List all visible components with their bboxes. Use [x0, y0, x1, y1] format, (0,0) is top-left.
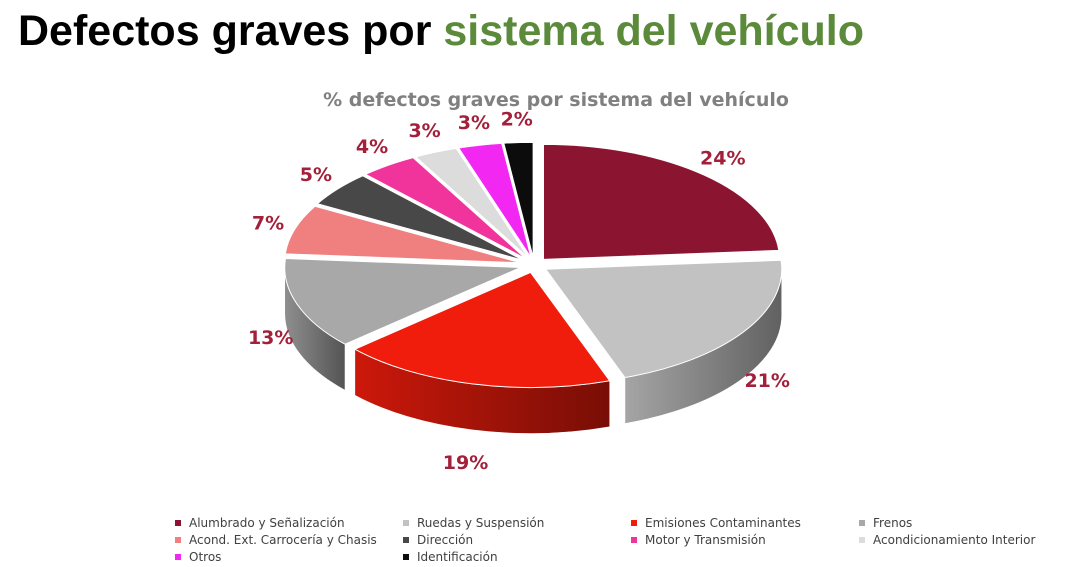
legend-item: Ruedas y Suspensión — [403, 514, 631, 531]
pie-slice-3 — [353, 271, 611, 388]
legend-swatch — [403, 553, 409, 560]
pie-slices — [284, 141, 783, 434]
data-label-6: 5% — [300, 164, 332, 186]
legend-item: Motor y Transmisión — [631, 531, 859, 548]
legend-swatch — [631, 536, 637, 543]
legend-swatch — [859, 536, 865, 543]
legend-swatch — [403, 519, 409, 526]
legend-label: Frenos — [873, 515, 913, 530]
data-label-1: 24% — [700, 147, 745, 169]
pie-slice-7 — [364, 157, 527, 260]
legend-item: Identificación — [403, 548, 631, 565]
pie-data-labels: 24% 21% 19% 13% 7% 5% 4% 3% 3% 2% — [248, 109, 790, 474]
legend-item: Alumbrado y Señalización — [175, 514, 403, 531]
pie-slice-10 — [503, 141, 534, 258]
legend-item: Otros — [175, 548, 403, 565]
pie-slice-8 — [414, 147, 529, 259]
legend-label: Identificación — [417, 549, 498, 564]
legend-swatch — [175, 553, 181, 560]
legend-label: Alumbrado y Señalización — [189, 515, 345, 530]
pie-slice-9 — [457, 142, 532, 258]
pie-slice-4 — [284, 258, 521, 345]
legend-item: Acondicionamiento Interior — [859, 531, 1055, 548]
pie-slice-6 — [316, 175, 524, 261]
data-label-5: 7% — [252, 212, 284, 234]
slide-title: Defectos graves por sistema del vehículo — [18, 2, 864, 60]
legend-label: Acondicionamiento Interior — [873, 532, 1036, 547]
pie-slice-2 — [544, 259, 783, 379]
data-label-2: 21% — [744, 370, 789, 392]
legend-swatch — [175, 519, 181, 526]
data-label-9: 3% — [458, 112, 490, 134]
slide-title-main: Defectos graves por — [18, 7, 432, 55]
data-label-3: 19% — [443, 452, 488, 474]
legend-label: Acond. Ext. Carrocería y Chasis — [189, 532, 377, 547]
pie-slice-5 — [284, 205, 521, 264]
legend-item: Emisiones Contaminantes — [631, 514, 859, 531]
legend-label: Otros — [189, 549, 222, 564]
legend-swatch — [403, 536, 409, 543]
data-label-7: 4% — [356, 136, 388, 158]
data-label-10: 2% — [501, 109, 533, 131]
legend-item: Frenos — [859, 514, 1055, 531]
chart-legend: Alumbrado y Señalización Ruedas y Suspens… — [175, 514, 1055, 565]
legend-label: Motor y Transmisión — [645, 532, 766, 547]
legend-swatch — [859, 519, 865, 526]
legend-label: Emisiones Contaminantes — [645, 515, 801, 530]
legend-swatch — [631, 519, 637, 526]
pie-slice-1 — [543, 143, 780, 260]
data-label-8: 3% — [408, 120, 440, 142]
chart-title: % defectos graves por sistema del vehícu… — [323, 89, 789, 111]
legend-item: Acond. Ext. Carrocería y Chasis — [175, 531, 403, 548]
slide-title-accent: sistema del vehículo — [443, 7, 865, 55]
legend-label: Ruedas y Suspensión — [417, 515, 545, 530]
data-label-4: 13% — [248, 327, 293, 349]
legend-item: Dirección — [403, 531, 631, 548]
legend-swatch — [175, 536, 181, 543]
legend-label: Dirección — [417, 532, 474, 547]
